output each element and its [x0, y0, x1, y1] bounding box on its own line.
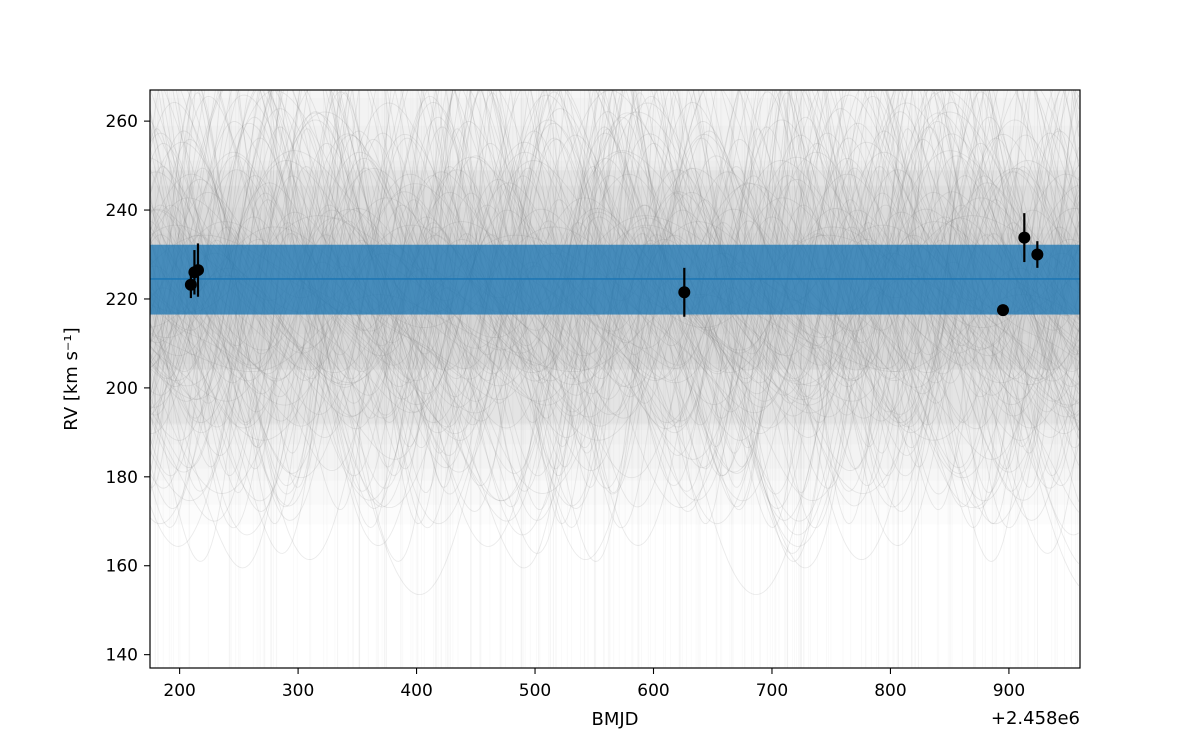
posterior-orbit-curve: [150, 133, 1080, 427]
posterior-orbit-curve: [150, 157, 1080, 502]
posterior-orbit-curve: [150, 132, 1080, 474]
data-point: [191, 264, 204, 277]
posterior-orbit-curve: [150, 90, 1070, 479]
posterior-orbit-curve: [150, 183, 1079, 441]
posterior-orbit-curve: [150, 111, 1080, 522]
x-tick-label: 700: [756, 681, 788, 701]
y-axis-label: RV [km s⁻¹]: [61, 327, 82, 430]
posterior-orbit-curve: [150, 90, 1080, 554]
x-tick-label: 800: [874, 681, 906, 701]
posterior-orbit-curve: [150, 133, 1080, 382]
posterior-orbit-curve: [150, 90, 1080, 468]
posterior-orbit-curve: [150, 130, 1080, 398]
data-point: [996, 304, 1009, 317]
posterior-orbit-curve: [150, 90, 1080, 408]
posterior-orbit-curve: [150, 90, 1080, 561]
posterior-orbit-curve: [150, 167, 1080, 495]
x-axis-ticks: 200 300 400 500 600 700 800 900: [163, 668, 1025, 701]
posterior-orbit-curve: [150, 90, 1080, 388]
data-point: [1031, 248, 1044, 261]
posterior-orbit-curve: [150, 90, 1080, 487]
posterior-orbit-curve: [150, 178, 1080, 460]
posterior-orbit-curve: [150, 234, 1080, 418]
posterior-orbit-curve: [150, 294, 1080, 373]
posterior-orbit-curve: [150, 112, 1080, 502]
posterior-orbit-curve: [150, 90, 1080, 414]
posterior-orbit-curve: [150, 90, 1080, 536]
y-axis-ticks: 140 160 180 200 220 240 260: [106, 112, 150, 666]
posterior-orbit-curve: [150, 101, 1080, 472]
model-band-layer: [150, 244, 1080, 315]
x-tick-label: 900: [993, 681, 1025, 701]
posterior-orbit-curve: [160, 90, 1080, 508]
posterior-orbit-curve: [180, 90, 1060, 430]
posterior-orbit-curve: [158, 90, 1077, 529]
y-tick-label: 160: [106, 557, 138, 577]
posterior-orbit-curve: [150, 171, 1080, 388]
y-tick-label: 200: [106, 379, 138, 399]
posterior-orbit-curve: [150, 102, 1080, 382]
posterior-orbit-curve: [150, 90, 1080, 525]
y-tick-label: 260: [106, 112, 138, 132]
plot-frame: [149, 89, 1081, 669]
posterior-orbit-curve: [150, 150, 1080, 338]
y-tick-label: 140: [106, 646, 138, 666]
posterior-orbit-curve: [150, 90, 1080, 473]
posterior-orbit-curve: [150, 169, 1080, 417]
data-point: [678, 286, 691, 299]
posterior-orbit-curve: [150, 90, 1080, 384]
y-tick-label: 220: [106, 290, 138, 310]
x-tick-label: 400: [400, 681, 432, 701]
posterior-orbit-curve: [198, 90, 1080, 521]
y-tick-label: 240: [106, 201, 138, 221]
posterior-orbit-curve: [150, 127, 1080, 470]
x-axis-label: BMJD: [591, 709, 638, 730]
posterior-orbit-curve: [150, 211, 1080, 400]
posterior-orbit-curve: [150, 90, 1080, 402]
posterior-orbit-curve: [150, 215, 1080, 314]
x-tick-label: 600: [637, 681, 669, 701]
data-point: [1018, 231, 1031, 244]
posterior-orbit-curve: [150, 90, 1080, 405]
posterior-sample-layer: [150, 90, 1080, 668]
posterior-orbit-curve: [150, 111, 1080, 387]
posterior-orbit-curve: [150, 90, 1080, 511]
posterior-orbit-curve: [150, 156, 1080, 384]
posterior-orbit-curve: [150, 175, 1080, 428]
posterior-orbit-curve: [150, 182, 1080, 382]
posterior-orbit-curve: [163, 90, 1080, 415]
posterior-orbit-curve: [150, 126, 1080, 492]
posterior-orbit-curve: [150, 90, 1080, 507]
y-tick-label: 180: [106, 468, 138, 488]
x-tick-label: 300: [282, 681, 314, 701]
x-tick-label: 500: [519, 681, 551, 701]
posterior-orbit-curve: [150, 94, 1080, 371]
data-point-layer: [184, 213, 1044, 317]
posterior-orbit-curve: [150, 90, 1074, 489]
posterior-orbit-curve: [150, 90, 1080, 596]
x-tick-label: 200: [163, 681, 195, 701]
posterior-orbit-curve: [150, 191, 1080, 371]
x-axis-offset-label: +2.458e6: [991, 708, 1080, 729]
